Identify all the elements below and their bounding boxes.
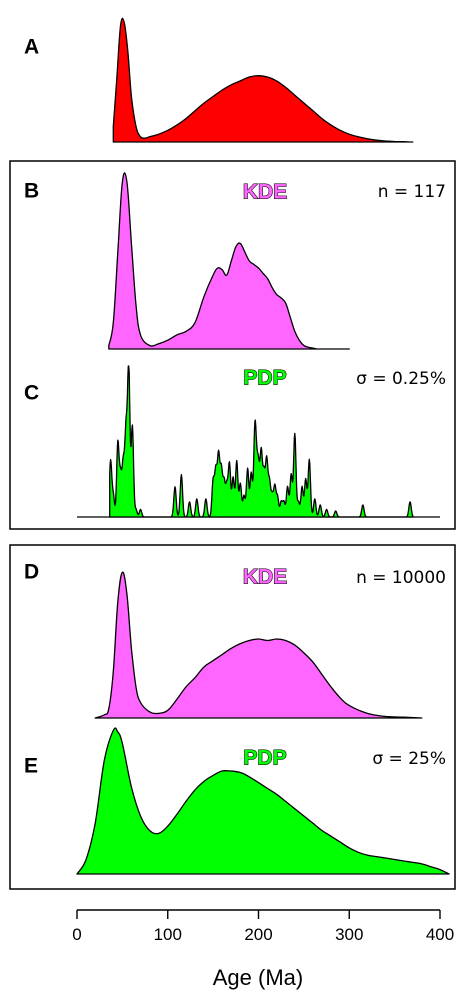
x-tick-label: 300	[335, 925, 363, 944]
panel-d-density-curve	[94, 571, 423, 719]
panel-d-annotation: n = 10000	[356, 568, 446, 588]
panel-a: A	[24, 17, 414, 143]
panel-c-label: C	[24, 382, 39, 405]
panel-e-method-label: PDP	[243, 747, 286, 770]
panel-b-method-label: KDE	[243, 181, 287, 204]
x-tick-label: 100	[154, 925, 182, 944]
panel-d-label: D	[24, 561, 39, 584]
panel-e: E PDP σ = 25%	[24, 727, 450, 875]
panel-bc-frame	[9, 160, 456, 530]
panel-b: B KDE n = 117	[24, 172, 446, 350]
panel-d-method-label: KDE	[243, 566, 287, 589]
panel-a-density-curve	[112, 17, 414, 143]
x-tick-label: 400	[426, 925, 454, 944]
panel-b-label: B	[24, 180, 39, 203]
panel-c-annotation: σ = 0.25%	[356, 369, 446, 389]
x-tick-label: 0	[72, 925, 81, 944]
panel-b-annotation: n = 117	[378, 182, 446, 202]
x-axis: 0 100 200 300 400 Age (Ma)	[72, 909, 454, 990]
panels-layer: A B KDE n = 117 C PDP σ = 0.25% D KDE n = 10000 E P…	[24, 17, 450, 875]
panel-d: D KDE n = 10000	[24, 561, 446, 719]
x-axis-title: Age (Ma)	[213, 965, 303, 990]
panel-a-label: A	[24, 36, 39, 59]
panel-c-density-curve	[109, 365, 414, 518]
panel-c: C PDP σ = 0.25%	[24, 365, 446, 518]
panel-e-density-curve	[76, 727, 450, 875]
panel-e-annotation: σ = 25%	[372, 749, 446, 769]
panel-de-frame	[9, 544, 456, 890]
panel-e-label: E	[24, 755, 38, 778]
panel-b-density-curve	[108, 172, 350, 350]
x-tick-label: 200	[244, 925, 272, 944]
panel-c-method-label: PDP	[243, 367, 286, 390]
